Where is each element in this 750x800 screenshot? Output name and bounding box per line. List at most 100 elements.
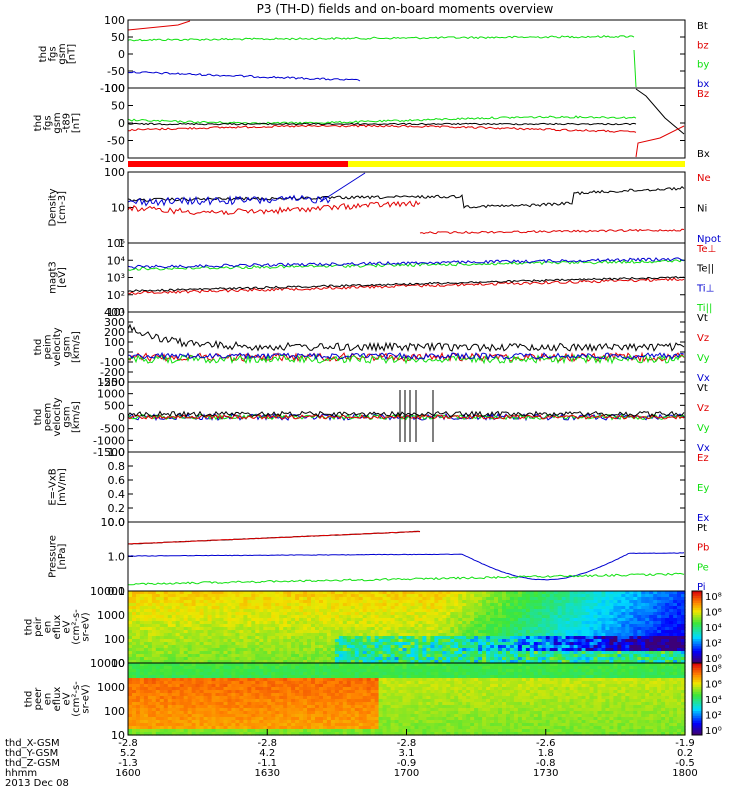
ylabel-line: E=-VxB (47, 468, 58, 505)
spectrogram-cell (323, 693, 328, 697)
series-group (127, 257, 685, 295)
spectrogram-cell (633, 660, 638, 664)
spectrogram-cell (179, 669, 185, 673)
spectrogram-cell (167, 663, 173, 667)
spectrogram-cell (267, 681, 272, 685)
spectrogram-cell (378, 600, 384, 604)
spectrogram-cell (287, 621, 292, 625)
spectrogram-cell (430, 645, 435, 649)
spectrogram-cell (275, 726, 280, 730)
spectrogram-cell (239, 663, 244, 667)
spectrogram-cell (517, 615, 523, 619)
spectrogram-cell (323, 723, 328, 727)
spectrogram-cell (513, 645, 519, 649)
spectrogram-cell (645, 636, 650, 640)
spectrogram-cell (307, 717, 312, 721)
spectrogram-cell (207, 645, 213, 649)
spectrogram-cell (442, 618, 447, 622)
spectrogram-cell (597, 630, 603, 634)
spectrogram-cell (211, 600, 217, 604)
spectrogram-cell (629, 606, 634, 610)
spectrogram-cell (207, 726, 213, 730)
spectrogram-cell (179, 618, 185, 622)
spectrogram-cell (442, 612, 447, 616)
spectrogram-cell (191, 726, 197, 730)
spectrogram-cell (183, 618, 189, 622)
spectrogram-cell (645, 639, 650, 643)
spectrogram-cell (251, 699, 256, 703)
spectrogram-cell (617, 633, 622, 637)
spectrogram-cell (374, 633, 380, 637)
spectrogram-cell (271, 705, 276, 709)
spectrogram-cell (378, 630, 384, 634)
spectrogram-cell (673, 639, 678, 643)
legend-entry: Ne (697, 173, 711, 184)
spectrogram-cell (581, 639, 587, 643)
spectrogram-cell (653, 651, 658, 655)
spectrogram-cell (394, 633, 400, 637)
spectrogram-cell (398, 645, 404, 649)
spectrogram-cell (136, 672, 141, 676)
spectrogram-cell (283, 651, 288, 655)
spectrogram-cell (374, 630, 380, 634)
spectrogram-cell (187, 717, 193, 721)
spectrogram-cell (243, 696, 248, 700)
spectrogram-cell (247, 672, 252, 676)
spectrogram-cell (533, 633, 539, 637)
spectrogram-cell (334, 726, 340, 730)
spectrogram-cell (255, 732, 260, 736)
spectrogram-cell (263, 603, 268, 607)
spectrogram-cell (561, 594, 567, 598)
spectrogram-cell (378, 627, 384, 631)
spectrogram-cell (374, 654, 380, 658)
spectrogram-cell (283, 732, 288, 736)
spectrogram-cell (167, 723, 173, 727)
spectrogram-cell (311, 690, 316, 694)
spectrogram-cell (128, 654, 133, 658)
spectrogram-cell (338, 669, 344, 673)
spectrogram-cell (338, 714, 344, 718)
spectrogram-cell (665, 591, 670, 595)
spectrogram-cell (275, 612, 280, 616)
spectrogram-cell (167, 591, 173, 595)
spectrogram-cell (430, 636, 435, 640)
spectrogram-cell (378, 660, 384, 664)
spectrogram-cell (585, 603, 591, 607)
spectrogram-cell (219, 708, 225, 712)
spectrogram-cell (565, 603, 571, 607)
spectrogram-cell (235, 609, 240, 613)
spectrogram-cell (315, 624, 320, 628)
spectrogram-cell (283, 645, 288, 649)
spectrogram-cell (151, 729, 157, 733)
spectrogram-cell (311, 606, 316, 610)
spectrogram-cell (406, 651, 412, 655)
spectrogram-cell (231, 642, 236, 646)
spectrogram-cell (597, 621, 603, 625)
spectrogram-cell (326, 618, 332, 622)
spectrogram-cell (370, 600, 376, 604)
spectrogram-cell (187, 675, 193, 679)
spectrogram-cell (637, 600, 642, 604)
spectrogram-cell (637, 651, 642, 655)
spectrogram-cell (430, 609, 435, 613)
spectrogram-cell (255, 723, 260, 727)
spectrogram-cell (378, 609, 384, 613)
spectrogram-cell (203, 618, 209, 622)
spectrogram-cell (454, 639, 459, 643)
spectrogram-cell (398, 657, 404, 661)
spectrogram-cell (195, 732, 201, 736)
spectrogram-cell (239, 633, 244, 637)
spectrogram-cell (175, 672, 181, 676)
spectrogram-cell (597, 606, 603, 610)
spectrogram-cell (295, 723, 300, 727)
spectrogram-cell (509, 591, 515, 595)
spectrogram-cell (223, 684, 229, 688)
spectrogram-cell (617, 648, 622, 652)
spectrogram-cell (641, 618, 646, 622)
spectrogram-cell (203, 708, 209, 712)
spectrogram-cell (326, 633, 332, 637)
spectrogram-cell (295, 699, 300, 703)
spectrogram-cell (199, 597, 205, 601)
spectrogram-cell (561, 606, 567, 610)
spectrogram-cell (466, 648, 471, 652)
